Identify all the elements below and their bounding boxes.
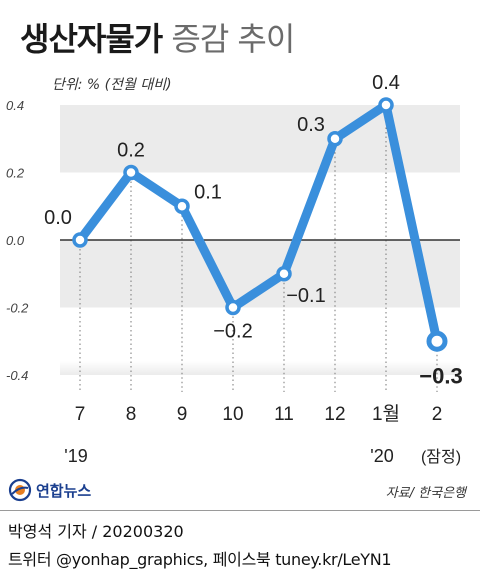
category-note: (잠정) (421, 448, 461, 466)
data-label: −0.3 (419, 363, 462, 388)
line-chart: 0.4 0.2 0.0 -0.2 -0.4 0.0 0.2 0.1 −0.2 −0.1 0.3 0.4… (6, 72, 463, 466)
x-tick-label: 8 (126, 404, 137, 425)
data-point (225, 299, 241, 316)
x-tick-label: 11 (274, 404, 294, 425)
yonhap-logo: 연합뉴스 (8, 478, 91, 502)
year-label: '20 (370, 446, 393, 466)
yonhap-logo-icon (8, 478, 32, 502)
logo-text: 연합뉴스 (36, 481, 92, 500)
title-main: 생산자물가 (20, 20, 163, 58)
source-label: 자료/ 한국은행 (385, 486, 466, 501)
data-label: 0.3 (297, 114, 325, 136)
data-point (327, 131, 343, 147)
credit-line: 박영석 기자 / 20200320 (8, 522, 184, 541)
y-tick-label: 0.4 (6, 98, 24, 113)
year-label: '19 (64, 446, 87, 466)
footer-divider (0, 510, 480, 511)
data-point (174, 198, 190, 214)
x-tick-label: 9 (177, 404, 188, 425)
series-line (75, 100, 442, 346)
y-tick-label: -0.2 (6, 301, 29, 316)
unit-label: 단위: % (전월 대비) (52, 77, 172, 93)
chart-title: 생산자물가 증감 추이 (20, 14, 295, 60)
x-tick-label: 12 (324, 404, 345, 425)
social-line: 트위터 @yonhap_graphics, 페이스북 tuney.kr/LeYN… (8, 550, 392, 569)
data-point (378, 97, 394, 113)
data-point (123, 164, 139, 181)
data-label: 0.1 (194, 181, 222, 203)
data-point (426, 330, 448, 352)
title-sub: 증감 추이 (171, 20, 295, 58)
data-label: 0.0 (44, 207, 72, 229)
band-bottom-fade (60, 361, 460, 375)
data-point (276, 266, 292, 282)
x-tick-label: 10 (222, 404, 243, 425)
y-tick-label: 0.0 (6, 233, 25, 248)
x-tick-label: 2 (432, 404, 443, 425)
data-label: 0.2 (117, 140, 145, 162)
x-tick-label: 7 (75, 404, 86, 425)
data-point (72, 232, 88, 248)
x-tick-label: 1월 (372, 403, 400, 425)
y-tick-label: -0.4 (6, 368, 28, 383)
y-tick-label: 0.2 (6, 166, 25, 181)
data-label: 0.4 (372, 72, 400, 94)
band-lower (60, 240, 460, 308)
data-label: −0.1 (286, 285, 325, 307)
data-label: −0.2 (213, 321, 252, 343)
